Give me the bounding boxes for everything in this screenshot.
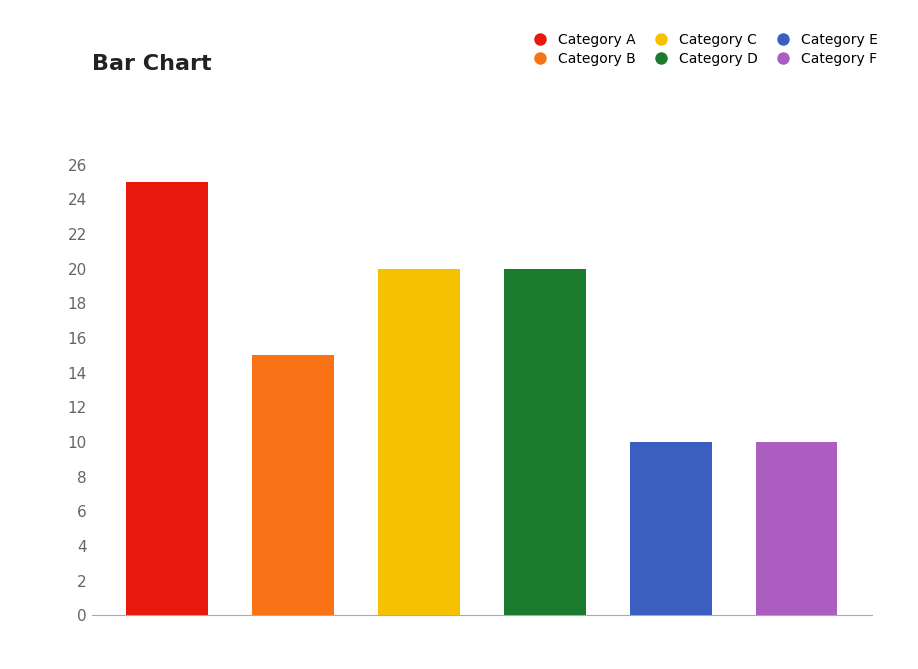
Text: Bar Chart: Bar Chart bbox=[92, 54, 211, 74]
Bar bbox=[630, 442, 711, 615]
Legend: Category A, Category B, Category C, Category D, Category E, Category F: Category A, Category B, Category C, Cate… bbox=[521, 27, 883, 72]
Bar bbox=[252, 355, 334, 615]
Bar bbox=[127, 182, 208, 615]
Bar bbox=[756, 442, 837, 615]
Bar bbox=[504, 268, 586, 615]
Bar bbox=[378, 268, 460, 615]
